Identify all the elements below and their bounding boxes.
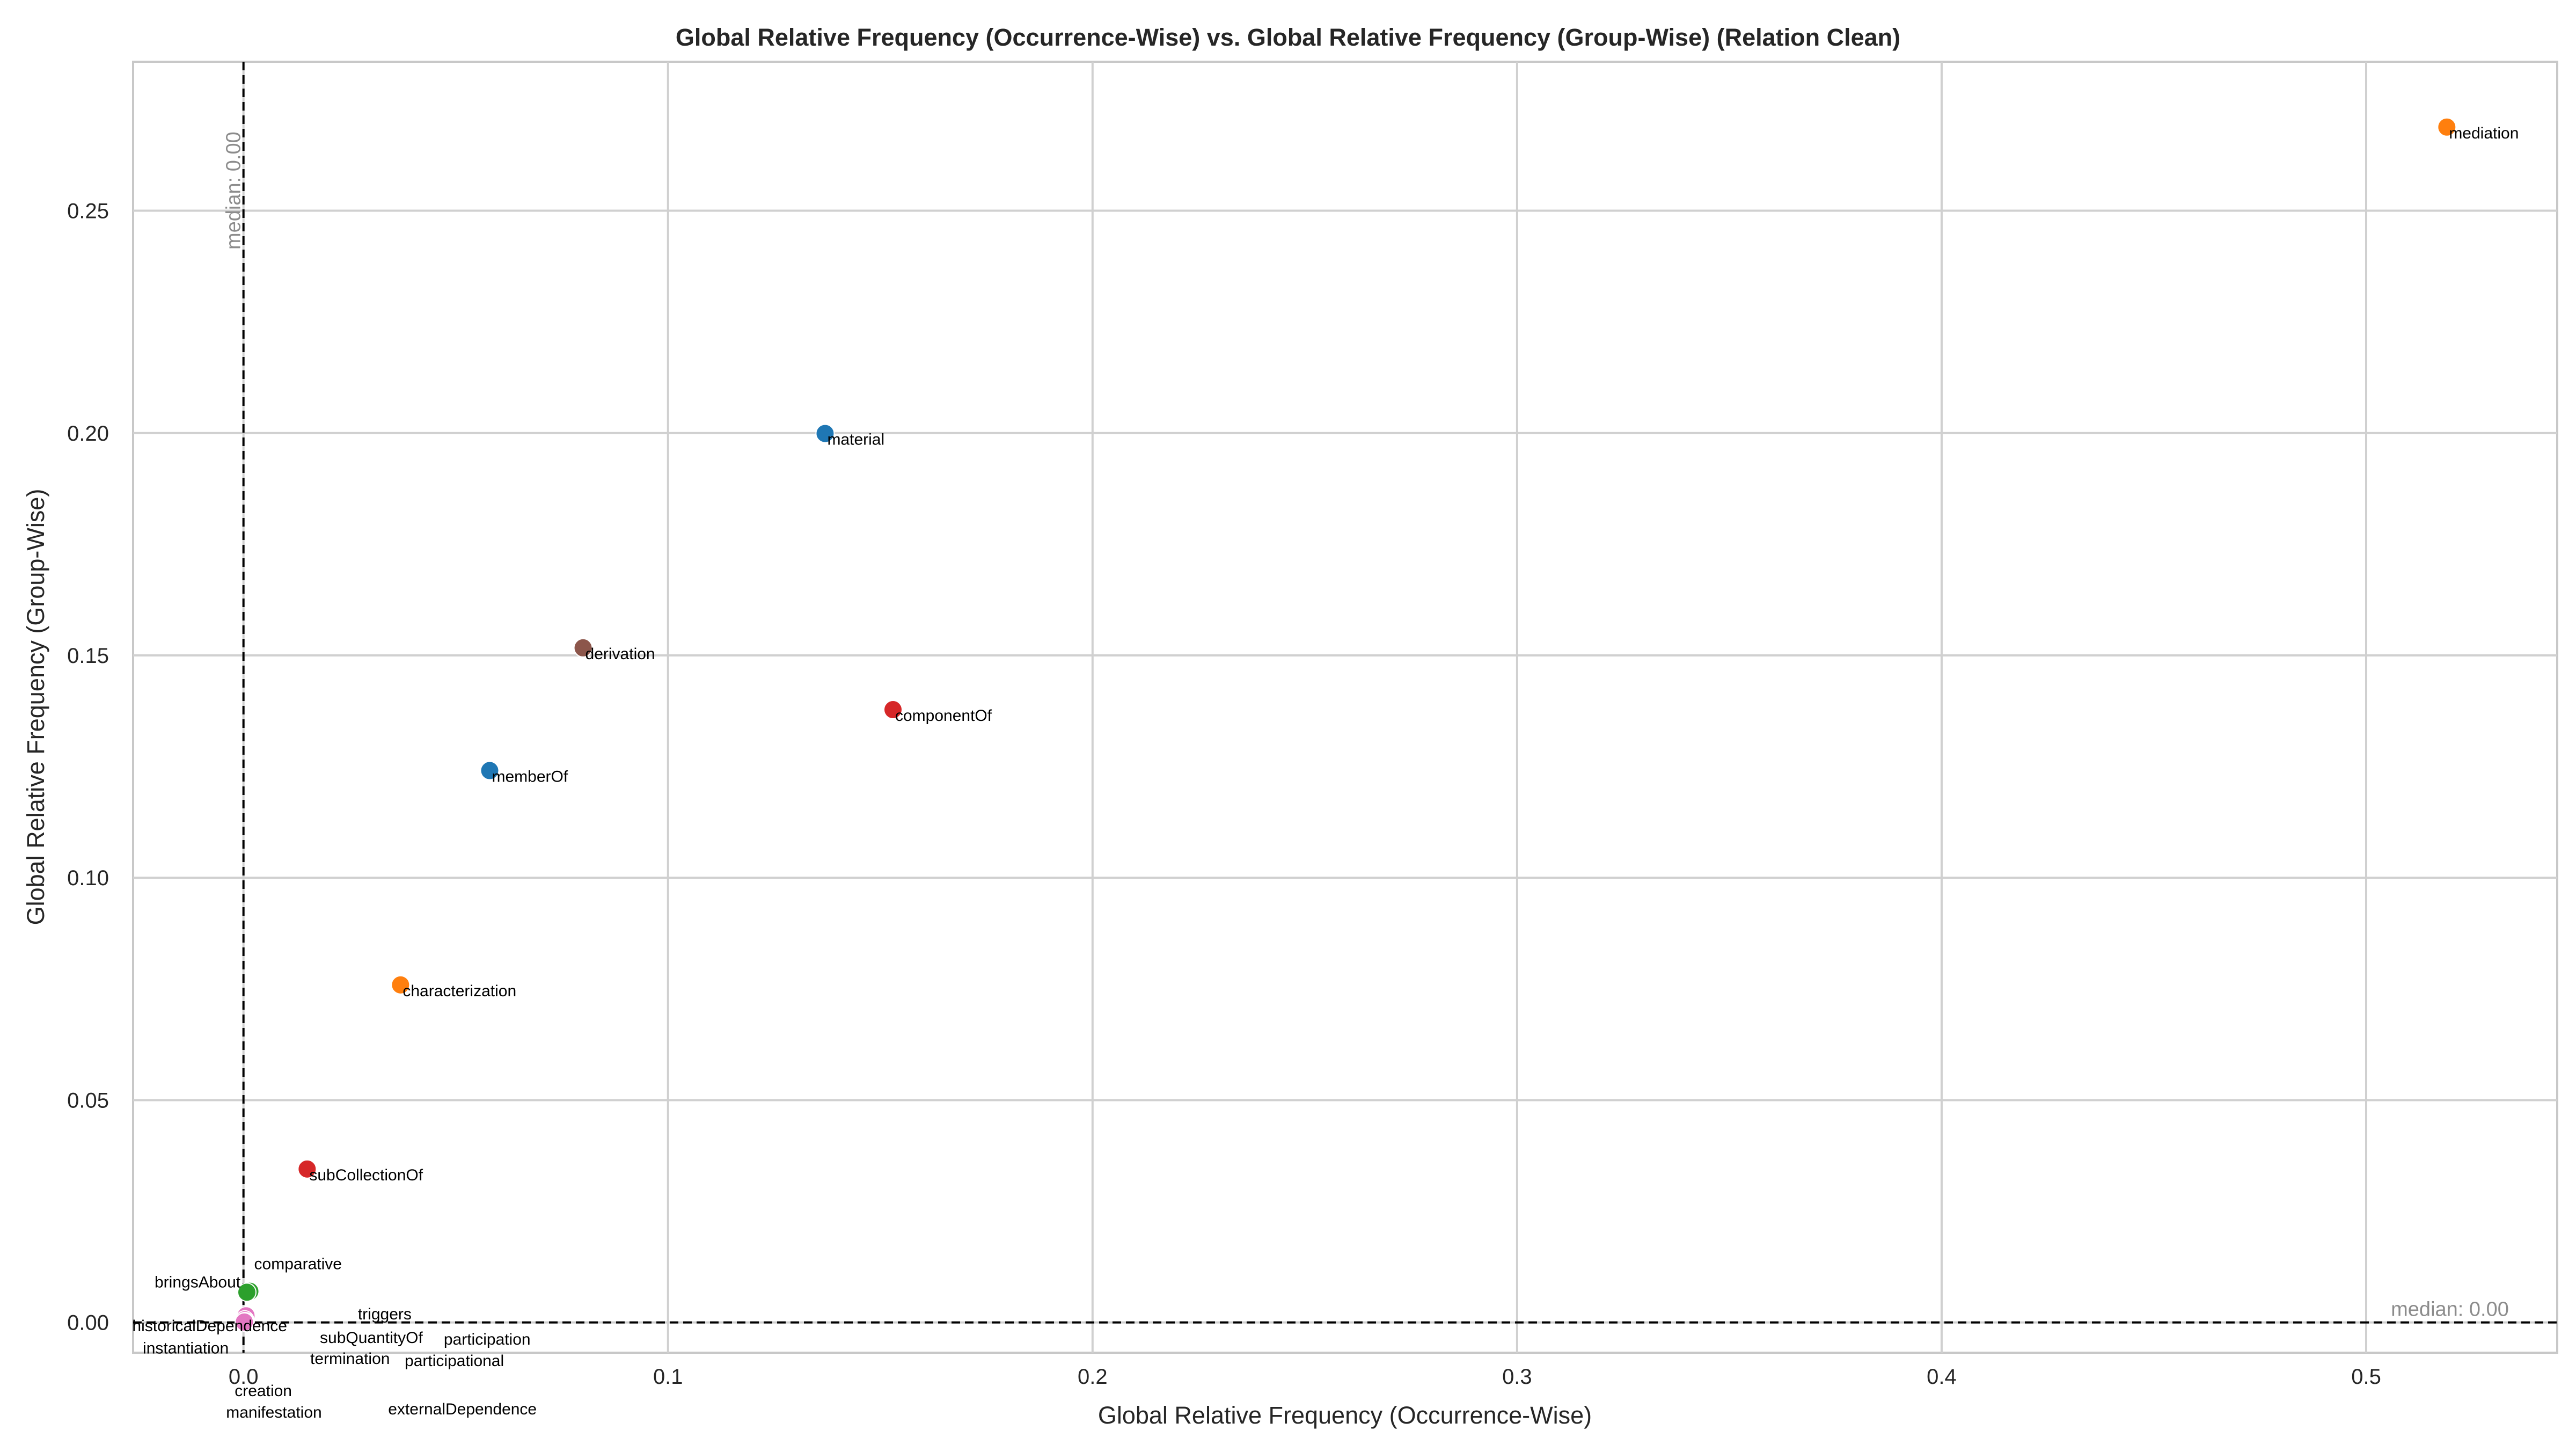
point-labels: mediation material derivation componentOf me…	[132, 125, 2519, 1421]
data-point	[573, 638, 593, 658]
point-label: participation	[444, 1331, 531, 1348]
median-lines: median: 0.00 median: 0.00	[133, 62, 2557, 1353]
median-x-label: median: 0.00	[223, 132, 245, 250]
data-point	[480, 761, 500, 780]
y-tick-label: 0.00	[67, 1311, 109, 1335]
point-label: termination	[310, 1350, 390, 1368]
data-point	[815, 424, 835, 443]
x-tick-label: 0.1	[653, 1365, 683, 1389]
point-label: instantiation	[143, 1340, 229, 1358]
x-axis-label: Global Relative Frequency (Occurrence-Wi…	[1098, 1402, 1592, 1429]
x-tick-label: 0.0	[229, 1365, 259, 1389]
data-point	[2437, 117, 2457, 137]
tick-labels: 0.0 0.1 0.2 0.3 0.4 0.5 0.00 0.05 0.10 0.15 0.20 0.…	[67, 200, 2381, 1389]
data-point	[391, 975, 411, 995]
y-axis-label: Global Relative Frequency (Group-Wise)	[22, 489, 49, 925]
x-tick-label: 0.5	[2351, 1365, 2381, 1389]
point-label: bringsAbout	[155, 1273, 241, 1291]
data-point	[237, 1282, 257, 1302]
point-label: comparative	[254, 1256, 342, 1273]
point-label: derivation	[586, 645, 655, 663]
data-points	[235, 117, 2457, 1332]
data-point	[883, 700, 903, 720]
data-point	[235, 1312, 254, 1332]
point-label: memberOf	[492, 768, 568, 786]
point-label: participational	[405, 1352, 504, 1370]
x-tick-label: 0.4	[1927, 1365, 1957, 1389]
data-point	[297, 1159, 317, 1179]
y-tick-label: 0.10	[67, 866, 109, 890]
chart-title: Global Relative Frequency (Occurrence-Wi…	[676, 24, 1900, 51]
point-label: subQuantityOf	[320, 1329, 423, 1347]
plot-area	[132, 61, 2558, 1354]
point-label: manifestation	[226, 1404, 321, 1421]
x-tick-label: 0.2	[1078, 1365, 1108, 1389]
y-tick-label: 0.25	[67, 200, 109, 223]
point-label: mediation	[2449, 125, 2519, 142]
y-tick-label: 0.20	[67, 422, 109, 446]
point-label: characterization	[402, 982, 516, 1000]
point-label: creation	[235, 1382, 292, 1400]
point-label: historicalDependence	[132, 1317, 287, 1335]
point-label: material	[827, 431, 884, 449]
point-label: componentOf	[895, 707, 992, 725]
median-y-label: median: 0.00	[2391, 1298, 2509, 1321]
point-label: triggers	[358, 1305, 412, 1323]
y-tick-label: 0.15	[67, 644, 109, 668]
x-tick-label: 0.3	[1502, 1365, 1532, 1389]
point-label: subCollectionOf	[309, 1166, 423, 1184]
point-label: externalDependence	[388, 1400, 537, 1418]
y-tick-label: 0.05	[67, 1089, 109, 1112]
